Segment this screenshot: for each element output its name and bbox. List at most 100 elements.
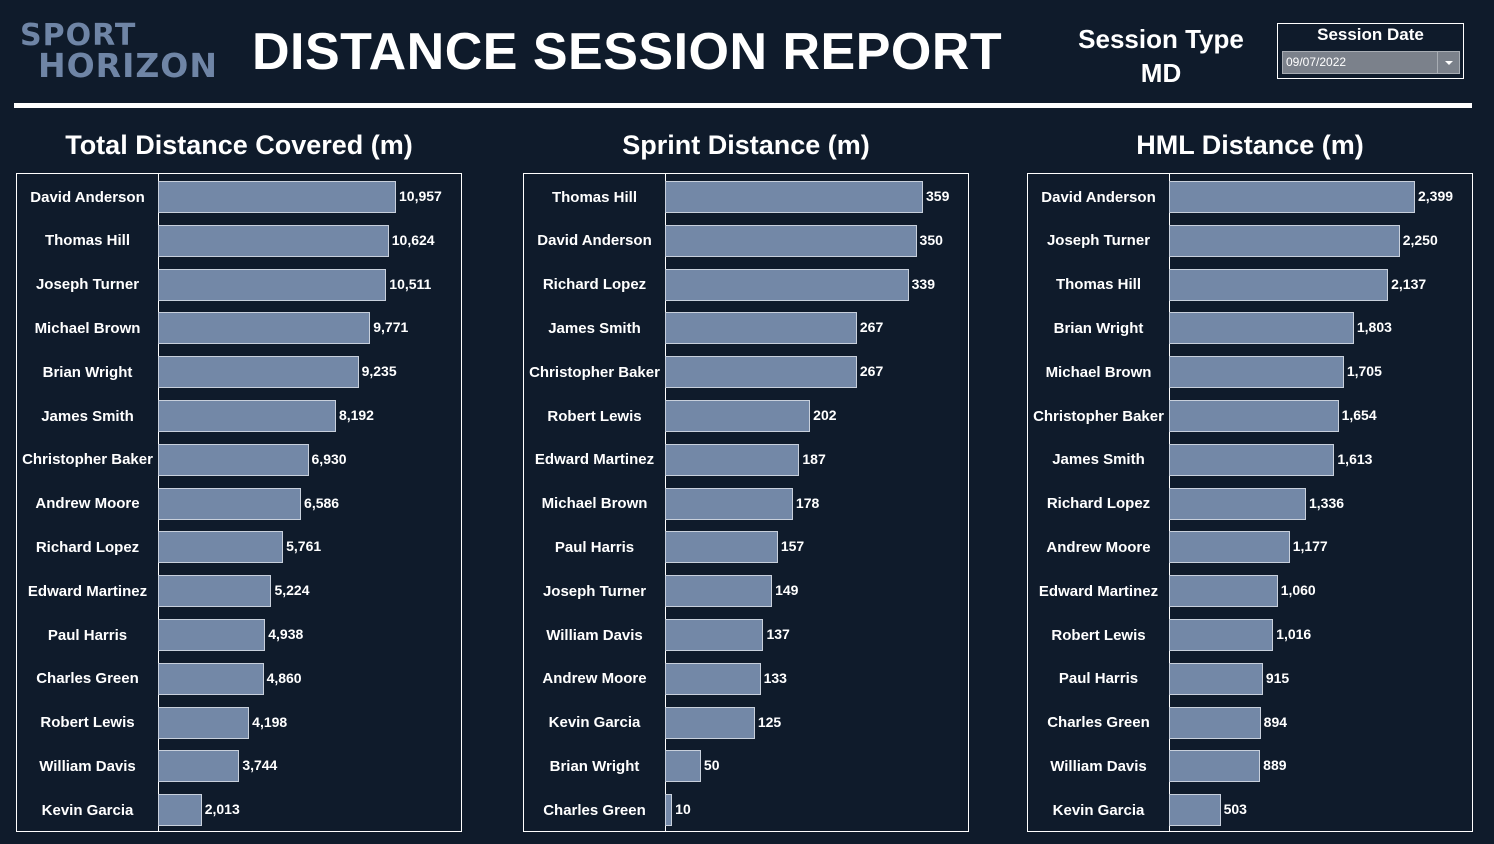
data-label: 10,511 xyxy=(389,275,432,292)
category-label: Christopher Baker xyxy=(1033,407,1164,425)
data-label: 4,198 xyxy=(252,713,288,730)
bar[interactable] xyxy=(158,706,250,739)
category-label: Paul Harris xyxy=(47,626,128,644)
bar[interactable] xyxy=(158,750,240,783)
bar[interactable] xyxy=(1169,706,1261,739)
data-label: 1,803 xyxy=(1356,319,1392,336)
bar[interactable] xyxy=(158,443,309,476)
chart-row: Christopher Baker 1,654 xyxy=(1028,394,1472,438)
bar[interactable] xyxy=(158,487,302,520)
chart-row: Richard Lopez 5,761 xyxy=(17,525,461,569)
chart-row: Charles Green 894 xyxy=(1028,701,1472,745)
chart-row: Paul Harris 915 xyxy=(1028,657,1472,701)
bar-chart-panel: David Anderson 10,957 Thomas Hill 10,624 Jos… xyxy=(16,173,462,832)
category-label: Robert Lewis xyxy=(40,714,135,732)
bar[interactable] xyxy=(665,268,909,301)
chart-row: William Davis 137 xyxy=(524,613,968,657)
category-label: Thomas Hill xyxy=(44,232,130,250)
bar[interactable] xyxy=(158,619,266,651)
bar[interactable] xyxy=(158,268,387,301)
bar[interactable] xyxy=(1169,312,1354,345)
chart-row: Andrew Moore 133 xyxy=(524,657,968,701)
chart-row: Robert Lewis 4,198 xyxy=(17,701,461,745)
chart-row: Robert Lewis 202 xyxy=(524,394,968,438)
category-label: Paul Harris xyxy=(554,538,635,556)
data-label: 1,336 xyxy=(1308,494,1345,511)
category-label: Charles Green xyxy=(36,670,139,688)
bar[interactable] xyxy=(1169,575,1278,608)
data-label: 2,250 xyxy=(1402,231,1438,248)
session-date-dropdown[interactable]: 09/07/2022 xyxy=(1282,51,1460,74)
chart-row: Edward Martinez 1,060 xyxy=(1028,569,1472,613)
category-label: Kevin Garcia xyxy=(1052,801,1145,819)
bar[interactable] xyxy=(1169,619,1274,651)
bar[interactable] xyxy=(1169,224,1400,257)
bar[interactable] xyxy=(665,662,761,695)
bar[interactable] xyxy=(1169,268,1389,301)
bar[interactable] xyxy=(1169,662,1263,695)
chart-title: Total Distance Covered (m) xyxy=(65,130,413,160)
chart-title: Sprint Distance (m) xyxy=(622,130,870,160)
bar[interactable] xyxy=(1169,356,1344,389)
category-label: Joseph Turner xyxy=(1046,232,1151,250)
bar[interactable] xyxy=(665,443,800,476)
bar[interactable] xyxy=(158,356,359,389)
bar[interactable] xyxy=(665,400,811,432)
bar[interactable] xyxy=(158,575,272,608)
bar[interactable] xyxy=(665,794,673,827)
bar[interactable] xyxy=(158,312,371,345)
bar[interactable] xyxy=(158,181,396,213)
category-label: David Anderson xyxy=(30,188,145,206)
bar[interactable] xyxy=(665,575,773,608)
data-label: 4,860 xyxy=(266,669,302,686)
bar[interactable] xyxy=(665,487,793,520)
data-label: 889 xyxy=(1263,757,1287,774)
category-label: Brian Wright xyxy=(1053,319,1144,337)
bar[interactable] xyxy=(665,531,778,564)
bar[interactable] xyxy=(665,356,857,389)
chart-row: Brian Wright 50 xyxy=(524,744,968,788)
data-label: 6,586 xyxy=(304,494,340,511)
category-label: Robert Lewis xyxy=(1051,626,1146,644)
bar[interactable] xyxy=(665,312,857,345)
bar[interactable] xyxy=(665,181,923,213)
chevron-down-icon[interactable] xyxy=(1437,52,1459,73)
bar[interactable] xyxy=(158,794,202,827)
bar[interactable] xyxy=(665,224,917,257)
data-label: 3,744 xyxy=(242,757,278,774)
chart-row: David Anderson 2,399 xyxy=(1028,175,1472,219)
category-label: Edward Martinez xyxy=(1038,582,1159,600)
category-label: Brian Wright xyxy=(42,363,133,381)
category-label: Richard Lopez xyxy=(542,276,647,294)
chart-row: David Anderson 10,957 xyxy=(17,175,461,219)
data-label: 187 xyxy=(802,450,826,467)
bar[interactable] xyxy=(1169,400,1339,432)
bar[interactable] xyxy=(665,706,755,739)
chart-row: Joseph Turner 149 xyxy=(524,569,968,613)
bar[interactable] xyxy=(1169,181,1415,213)
chart-row: Charles Green 4,860 xyxy=(17,657,461,701)
category-label: William Davis xyxy=(1050,757,1147,775)
bar[interactable] xyxy=(665,750,701,783)
bar[interactable] xyxy=(1169,443,1335,476)
bar[interactable] xyxy=(1169,750,1261,783)
bar[interactable] xyxy=(158,662,264,695)
data-label: 4,938 xyxy=(268,626,304,642)
bar[interactable] xyxy=(1169,531,1290,564)
bar[interactable] xyxy=(1169,794,1221,827)
chart-title: HML Distance (m) xyxy=(1136,130,1364,160)
data-label: 2,399 xyxy=(1418,188,1454,204)
bar[interactable] xyxy=(665,619,764,651)
data-label: 5,224 xyxy=(274,582,310,599)
logo-line-1: SPORT xyxy=(20,18,137,53)
bar[interactable] xyxy=(158,400,336,432)
bar[interactable] xyxy=(1169,487,1306,520)
page-title: DISTANCE SESSION REPORT xyxy=(252,23,1003,81)
bar[interactable] xyxy=(158,224,389,257)
category-label: Joseph Turner xyxy=(35,276,140,294)
category-label: Michael Brown xyxy=(1045,363,1152,381)
chart-row: Thomas Hill 2,137 xyxy=(1028,263,1472,307)
data-label: 1,613 xyxy=(1337,450,1373,467)
category-label: James Smith xyxy=(1052,451,1145,469)
bar[interactable] xyxy=(158,531,284,564)
